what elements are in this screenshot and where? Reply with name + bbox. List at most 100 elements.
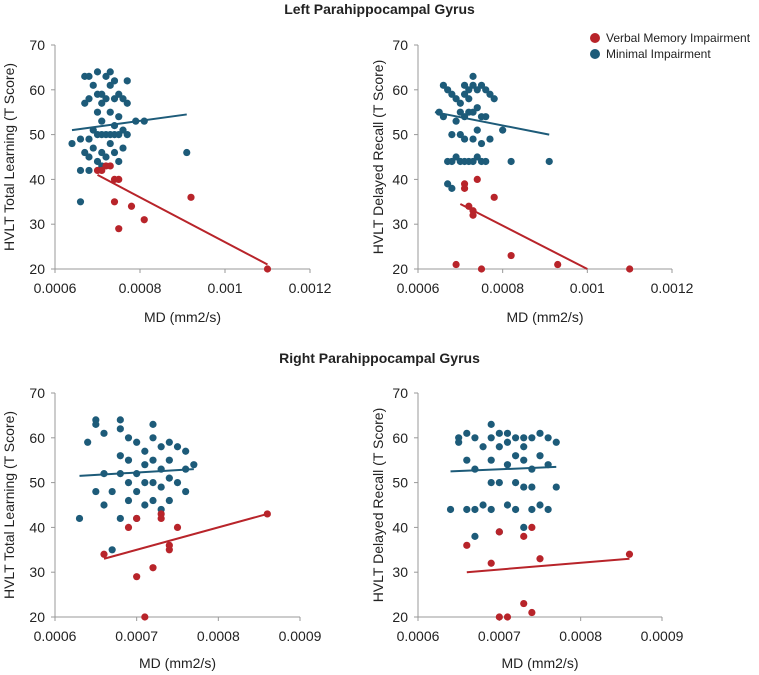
point-minimal-impairment [165, 438, 173, 446]
x-tick-label: 0.0008 [559, 628, 602, 644]
point-minimal-impairment [490, 95, 498, 103]
point-minimal-impairment [469, 108, 477, 116]
point-verbal-memory-impairment [115, 175, 123, 183]
point-minimal-impairment [520, 434, 528, 442]
point-verbal-memory-impairment [110, 198, 119, 206]
y-tick-label: 60 [29, 82, 45, 98]
point-verbal-memory-impairment [487, 559, 495, 567]
point-minimal-impairment [110, 148, 119, 157]
point-minimal-impairment [141, 501, 149, 509]
point-minimal-impairment [469, 81, 477, 89]
point-minimal-impairment [452, 95, 460, 103]
point-minimal-impairment [106, 108, 114, 116]
y-tick-label: 50 [29, 475, 45, 491]
point-minimal-impairment [149, 420, 157, 428]
point-minimal-impairment [460, 135, 469, 143]
x-tick-label: 0.0008 [197, 628, 240, 644]
y-tick-label: 40 [392, 171, 408, 187]
legend-item-minimal: Minimal Impairment [590, 46, 750, 62]
point-minimal-impairment [106, 81, 114, 89]
point-minimal-impairment [448, 90, 456, 98]
point-minimal-impairment [173, 479, 182, 487]
point-minimal-impairment [124, 434, 133, 442]
x-tick-label: 0.0007 [115, 628, 158, 644]
panel-4: 20 30 40 50 60 70 0.0006 0.0007 0.0008 0.0009 MD (… [370, 385, 684, 671]
point-minimal-impairment [68, 139, 76, 148]
point-minimal-impairment [520, 523, 528, 532]
point-verbal-memory-impairment [495, 528, 503, 536]
x-tick-label: 0.0006 [397, 628, 440, 644]
point-verbal-memory-impairment [157, 510, 165, 518]
point-minimal-impairment [98, 90, 106, 98]
point-minimal-impairment [165, 456, 173, 464]
point-minimal-impairment [110, 95, 119, 103]
trendline-minimal-impairment [450, 465, 557, 473]
point-minimal-impairment [116, 425, 124, 433]
y-tick-label: 70 [392, 37, 408, 53]
point-minimal-impairment [141, 479, 149, 487]
point-minimal-impairment [471, 465, 479, 473]
y-tick-label: 50 [392, 475, 408, 491]
point-minimal-impairment [149, 479, 157, 487]
point-verbal-memory-impairment [133, 573, 141, 581]
point-minimal-impairment [528, 505, 536, 514]
y-axis-label: HVLT Delayed Recall (T Score) [370, 408, 386, 603]
x-axis-label: MD (mm2/s) [502, 655, 579, 671]
point-verbal-memory-impairment [495, 613, 503, 621]
point-verbal-memory-impairment [133, 514, 141, 523]
x-axis-label: MD (mm2/s) [507, 309, 584, 325]
point-minimal-impairment [85, 166, 93, 175]
point-verbal-memory-impairment [141, 613, 149, 621]
top-section-title: Left Parahippocampal Gyrus [284, 1, 475, 17]
point-minimal-impairment [76, 135, 85, 143]
point-verbal-memory-impairment [503, 613, 512, 621]
y-tick-label: 20 [29, 609, 45, 625]
point-minimal-impairment [446, 505, 455, 514]
point-verbal-memory-impairment [554, 260, 562, 269]
point-minimal-impairment [115, 157, 123, 166]
trendline-minimal-impairment [71, 113, 187, 132]
point-minimal-impairment [98, 117, 106, 125]
point-verbal-memory-impairment [127, 202, 136, 210]
point-verbal-memory-impairment [124, 523, 133, 532]
y-tick-label: 50 [392, 127, 408, 143]
point-minimal-impairment [520, 443, 528, 451]
x-tick-label: 0.0008 [481, 280, 524, 296]
point-minimal-impairment [98, 148, 106, 157]
point-minimal-impairment [157, 443, 165, 451]
point-minimal-impairment [85, 153, 93, 161]
point-verbal-memory-impairment [473, 175, 481, 183]
point-minimal-impairment [85, 135, 93, 143]
y-tick-label: 40 [29, 519, 45, 535]
y-tick-label: 30 [392, 564, 408, 580]
point-minimal-impairment [102, 95, 110, 103]
x-tick-label: 0.0006 [397, 280, 440, 296]
point-minimal-impairment [149, 456, 157, 464]
point-minimal-impairment [460, 90, 469, 98]
point-verbal-memory-impairment [469, 211, 477, 219]
point-minimal-impairment [460, 81, 469, 89]
point-minimal-impairment [75, 514, 84, 523]
point-minimal-impairment [495, 479, 503, 487]
legend-item-verbal: Verbal Memory Impairment [590, 30, 750, 46]
point-verbal-memory-impairment [520, 532, 528, 540]
point-minimal-impairment [81, 99, 89, 107]
point-verbal-memory-impairment [263, 265, 272, 273]
point-minimal-impairment [123, 77, 131, 85]
point-minimal-impairment [119, 95, 127, 103]
point-minimal-impairment [115, 90, 123, 98]
point-minimal-impairment [183, 148, 191, 157]
y-tick-label: 60 [392, 430, 408, 446]
panel-1: 20 30 40 50 60 70 0.0006 0.0008 0.001 0.0012 MD (m… [1, 37, 332, 325]
point-minimal-impairment [89, 144, 97, 152]
point-minimal-impairment [165, 474, 173, 482]
point-verbal-memory-impairment [106, 162, 114, 170]
y-tick-label: 70 [29, 385, 45, 401]
point-minimal-impairment [165, 496, 173, 505]
point-minimal-impairment [511, 479, 520, 487]
point-minimal-impairment [92, 487, 100, 496]
x-axis-label: MD (mm2/s) [144, 309, 221, 325]
point-minimal-impairment [100, 501, 108, 509]
point-minimal-impairment [469, 157, 477, 166]
legend: Verbal Memory Impairment Minimal Impairm… [590, 30, 750, 62]
